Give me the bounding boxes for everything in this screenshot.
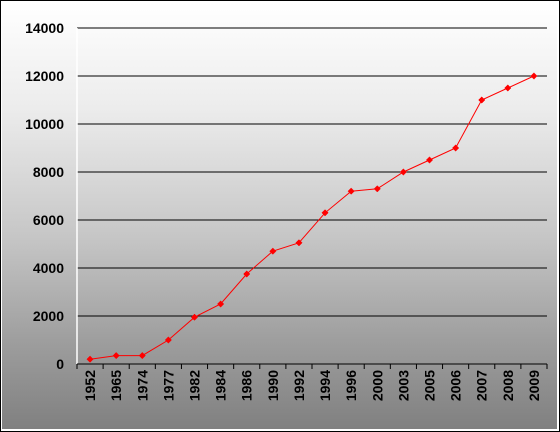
data-point-marker <box>190 313 199 321</box>
x-tick-label: 2000 <box>369 370 385 401</box>
x-tick-label: 1965 <box>108 370 124 401</box>
data-point-marker <box>217 300 225 308</box>
data-point-marker <box>295 239 303 247</box>
data-point-marker <box>269 247 277 255</box>
data-point-marker <box>399 168 407 176</box>
x-tick-label: 2008 <box>500 370 516 401</box>
x-tick-label: 1982 <box>187 370 203 401</box>
x-tick-label: 2006 <box>448 370 464 401</box>
data-point-marker <box>321 209 329 217</box>
data-point-marker <box>504 84 512 92</box>
data-point-marker <box>86 355 94 363</box>
y-tick-label: 2000 <box>33 308 64 324</box>
plot-background <box>2 2 557 429</box>
y-tick-label: 12000 <box>25 68 64 84</box>
data-point-marker <box>425 156 434 164</box>
y-tick-label: 8000 <box>33 164 64 180</box>
x-tick-label: 2003 <box>395 370 411 401</box>
x-tick-label: 1977 <box>160 370 176 401</box>
x-tick-label: 1996 <box>343 370 359 401</box>
y-tick-label: 4000 <box>33 260 64 276</box>
data-point-marker <box>347 187 355 195</box>
data-point-marker <box>138 352 146 360</box>
series-line <box>90 75 535 360</box>
data-point-marker <box>530 72 538 80</box>
y-tick-label: 6000 <box>33 212 64 228</box>
data-point-marker <box>373 185 381 193</box>
x-tick-label: 1952 <box>82 370 98 401</box>
data-point-marker <box>112 352 120 360</box>
x-tick-label: 1992 <box>291 370 307 401</box>
data-point-marker <box>243 270 251 278</box>
x-tick-label: 1984 <box>213 370 229 401</box>
x-tick-label: 2005 <box>422 370 438 401</box>
data-point-marker <box>478 96 486 104</box>
data-point-marker <box>452 144 460 152</box>
x-tick-label: 1990 <box>265 370 281 401</box>
x-tick-label: 1994 <box>317 370 333 401</box>
y-tick-label: 10000 <box>25 116 64 132</box>
data-point-marker <box>164 336 172 344</box>
x-tick-label: 1986 <box>239 370 255 401</box>
x-tick-label: 1974 <box>134 370 150 401</box>
x-tick-label: 2007 <box>474 370 490 401</box>
x-tick-label: 2009 <box>526 370 542 401</box>
y-tick-label: 0 <box>56 356 64 372</box>
y-tick-label: 14000 <box>25 20 64 36</box>
